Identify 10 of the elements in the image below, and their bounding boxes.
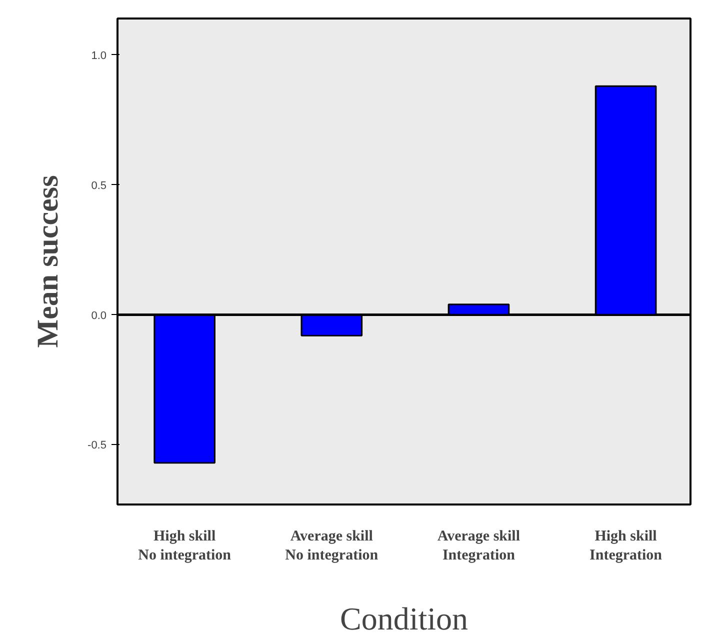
y-tick-label: 1.0	[91, 50, 107, 62]
x-tick-label: High skill Integration	[590, 528, 663, 564]
y-tick-label: 0.0	[91, 310, 107, 322]
x-tick-label: High skill No integration	[138, 528, 232, 564]
x-axis-title: Condition	[340, 600, 468, 637]
y-axis-title: Mean success	[32, 175, 65, 348]
y-tick-label: -0.5	[88, 440, 107, 452]
x-tick-label: Average skill Integration	[437, 528, 520, 564]
y-tick-label: 0.5	[91, 180, 107, 192]
x-tick-label: Average skill No integration	[285, 528, 379, 564]
